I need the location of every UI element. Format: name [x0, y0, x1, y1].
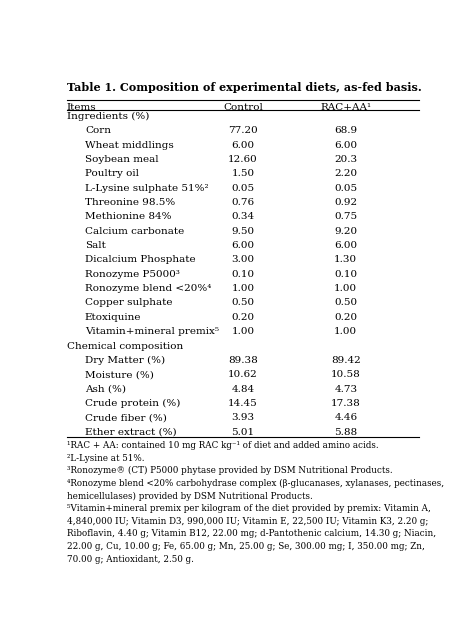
Text: 10.58: 10.58: [331, 370, 361, 379]
Text: 9.50: 9.50: [231, 227, 255, 236]
Text: 0.05: 0.05: [231, 184, 255, 193]
Text: 4,840,000 IU; Vitamin D3, 990,000 IU; Vitamin E, 22,500 IU; Vitamin K3, 2.20 g;: 4,840,000 IU; Vitamin D3, 990,000 IU; Vi…: [66, 517, 428, 526]
Text: Wheat middlings: Wheat middlings: [85, 140, 173, 150]
Text: Ingredients (%): Ingredients (%): [66, 112, 149, 121]
Text: Moisture (%): Moisture (%): [85, 370, 154, 379]
Text: 89.38: 89.38: [228, 356, 258, 365]
Text: Ether extract (%): Ether extract (%): [85, 428, 177, 437]
Text: 68.9: 68.9: [334, 126, 357, 135]
Text: Control: Control: [223, 103, 263, 112]
Text: 20.3: 20.3: [334, 155, 357, 164]
Text: 10.62: 10.62: [228, 370, 258, 379]
Text: Crude fiber (%): Crude fiber (%): [85, 413, 167, 422]
Text: Dry Matter (%): Dry Matter (%): [85, 356, 165, 365]
Text: 3.93: 3.93: [231, 413, 255, 422]
Text: Corn: Corn: [85, 126, 111, 135]
Text: 6.00: 6.00: [231, 140, 255, 150]
Text: 0.10: 0.10: [334, 270, 357, 279]
Text: 1.50: 1.50: [231, 169, 255, 178]
Text: 1.00: 1.00: [334, 327, 357, 336]
Text: 1.00: 1.00: [231, 327, 255, 336]
Text: 0.76: 0.76: [231, 198, 255, 207]
Text: Etoxiquine: Etoxiquine: [85, 313, 141, 322]
Text: 6.00: 6.00: [334, 140, 357, 150]
Text: ⁵Vitamin+mineral premix per kilogram of the diet provided by premix: Vitamin A,: ⁵Vitamin+mineral premix per kilogram of …: [66, 504, 430, 513]
Text: Copper sulphate: Copper sulphate: [85, 298, 173, 308]
Text: 2.20: 2.20: [334, 169, 357, 178]
Text: L-Lysine sulphate 51%²: L-Lysine sulphate 51%²: [85, 184, 209, 193]
Text: 4.46: 4.46: [334, 413, 357, 422]
Text: Ronozyme P5000³: Ronozyme P5000³: [85, 270, 180, 279]
Text: 0.20: 0.20: [231, 313, 255, 322]
Text: 6.00: 6.00: [231, 241, 255, 250]
Text: 14.45: 14.45: [228, 399, 258, 408]
Text: Items: Items: [66, 103, 96, 112]
Text: 0.75: 0.75: [334, 212, 357, 221]
Text: 12.60: 12.60: [228, 155, 258, 164]
Text: 0.50: 0.50: [334, 298, 357, 308]
Text: RAC+AA¹: RAC+AA¹: [320, 103, 371, 112]
Text: Chemical composition: Chemical composition: [66, 341, 183, 351]
Text: Riboflavin, 4.40 g; Vitamin B12, 22.00 mg; d-Pantothenic calcium, 14.30 g; Niaci: Riboflavin, 4.40 g; Vitamin B12, 22.00 m…: [66, 530, 436, 538]
Text: Calcium carbonate: Calcium carbonate: [85, 227, 184, 236]
Text: 5.01: 5.01: [231, 428, 255, 437]
Text: Salt: Salt: [85, 241, 106, 250]
Text: 70.00 g; Antioxidant, 2.50 g.: 70.00 g; Antioxidant, 2.50 g.: [66, 555, 193, 564]
Text: 77.20: 77.20: [228, 126, 258, 135]
Text: 0.92: 0.92: [334, 198, 357, 207]
Text: 89.42: 89.42: [331, 356, 361, 365]
Text: ⁴Ronozyme blend <20% carbohydrase complex (β-glucanases, xylanases, pectinases,: ⁴Ronozyme blend <20% carbohydrase comple…: [66, 479, 444, 488]
Text: Table 1. Composition of experimental diets, as-fed basis.: Table 1. Composition of experimental die…: [66, 82, 421, 93]
Text: 9.20: 9.20: [334, 227, 357, 236]
Text: 0.34: 0.34: [231, 212, 255, 221]
Text: ²L-Lysine at 51%.: ²L-Lysine at 51%.: [66, 454, 144, 463]
Text: Poultry oil: Poultry oil: [85, 169, 139, 178]
Text: 5.88: 5.88: [334, 428, 357, 437]
Text: 0.50: 0.50: [231, 298, 255, 308]
Text: 1.00: 1.00: [231, 284, 255, 293]
Text: ¹RAC + AA: contained 10 mg RAC kg⁻¹ of diet and added amino acids.: ¹RAC + AA: contained 10 mg RAC kg⁻¹ of d…: [66, 441, 378, 450]
Text: 0.20: 0.20: [334, 313, 357, 322]
Text: Methionine 84%: Methionine 84%: [85, 212, 172, 221]
Text: Threonine 98.5%: Threonine 98.5%: [85, 198, 175, 207]
Text: 4.84: 4.84: [231, 385, 255, 394]
Text: ³Ronozyme® (CT) P5000 phytase provided by DSM Nutritional Products.: ³Ronozyme® (CT) P5000 phytase provided b…: [66, 466, 392, 475]
Text: 1.00: 1.00: [334, 284, 357, 293]
Text: Ronozyme blend <20%⁴: Ronozyme blend <20%⁴: [85, 284, 211, 293]
Text: 22.00 g, Cu, 10.00 g; Fe, 65.00 g; Mn, 25.00 g; Se, 300.00 mg; I, 350.00 mg; Zn,: 22.00 g, Cu, 10.00 g; Fe, 65.00 g; Mn, 2…: [66, 542, 425, 551]
Text: 4.73: 4.73: [334, 385, 357, 394]
Text: Soybean meal: Soybean meal: [85, 155, 159, 164]
Text: 0.10: 0.10: [231, 270, 255, 279]
Text: Crude protein (%): Crude protein (%): [85, 399, 180, 408]
Text: Vitamin+mineral premix⁵: Vitamin+mineral premix⁵: [85, 327, 219, 336]
Text: 1.30: 1.30: [334, 255, 357, 264]
Text: 6.00: 6.00: [334, 241, 357, 250]
Text: 17.38: 17.38: [331, 399, 361, 408]
Text: Ash (%): Ash (%): [85, 385, 126, 394]
Text: 3.00: 3.00: [231, 255, 255, 264]
Text: hemicellulases) provided by DSM Nutritional Products.: hemicellulases) provided by DSM Nutritio…: [66, 492, 312, 501]
Text: Dicalcium Phosphate: Dicalcium Phosphate: [85, 255, 196, 264]
Text: 0.05: 0.05: [334, 184, 357, 193]
